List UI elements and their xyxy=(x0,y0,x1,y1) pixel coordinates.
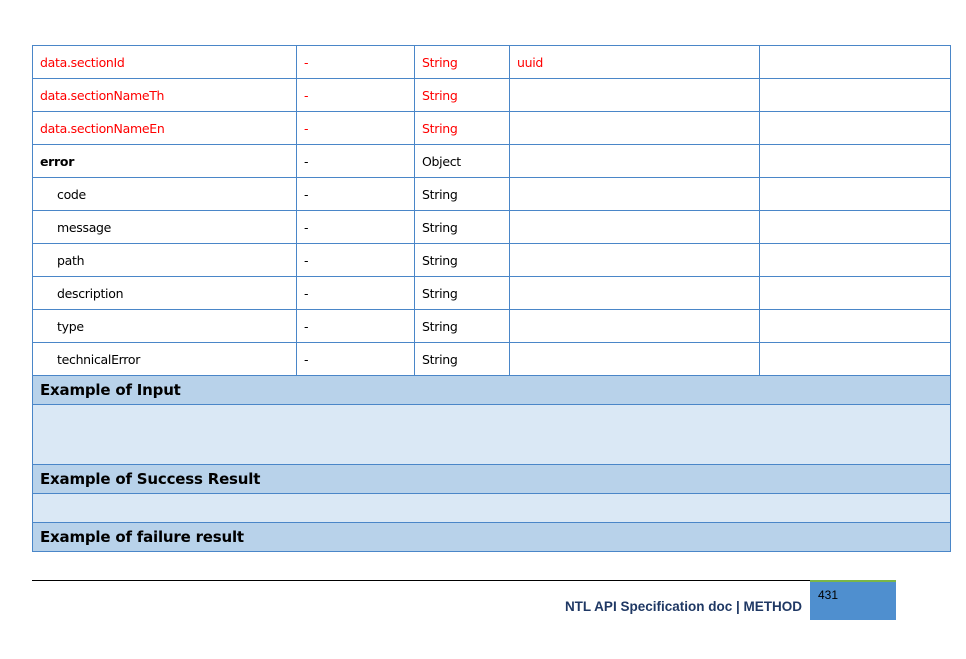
cell-type: Object xyxy=(414,144,510,178)
table-row: data.sectionId - String uuid xyxy=(32,45,951,79)
section-title: Example of Input xyxy=(32,375,951,405)
cell-field: description xyxy=(32,276,297,310)
cell-desc xyxy=(509,111,760,145)
cell-field: type xyxy=(32,309,297,343)
cell-type: String xyxy=(414,342,510,376)
cell-field: data.sectionId xyxy=(32,45,297,79)
cell-type: String xyxy=(414,45,510,79)
cell-req: - xyxy=(296,309,415,343)
cell-note xyxy=(759,342,951,376)
cell-type: String xyxy=(414,78,510,112)
cell-type: String xyxy=(414,210,510,244)
table-row: code - String xyxy=(32,177,951,211)
cell-req: - xyxy=(296,210,415,244)
cell-desc xyxy=(509,276,760,310)
section-header-success: Example of Success Result xyxy=(32,464,951,494)
table-row: data.sectionNameEn - String xyxy=(32,111,951,145)
cell-note xyxy=(759,45,951,79)
cell-field: error xyxy=(32,144,297,178)
cell-note xyxy=(759,276,951,310)
cell-type: String xyxy=(414,243,510,277)
cell-field: data.sectionNameEn xyxy=(32,111,297,145)
cell-req: - xyxy=(296,45,415,79)
cell-req: - xyxy=(296,342,415,376)
cell-note xyxy=(759,177,951,211)
cell-field: code xyxy=(32,177,297,211)
cell-note xyxy=(759,111,951,145)
footer-divider xyxy=(32,580,810,581)
cell-req: - xyxy=(296,78,415,112)
cell-req: - xyxy=(296,144,415,178)
cell-type: String xyxy=(414,309,510,343)
section-body-success xyxy=(32,493,951,523)
cell-req: - xyxy=(296,243,415,277)
table-row: type - String xyxy=(32,309,951,343)
cell-note xyxy=(759,78,951,112)
footer-title: NTL API Specification doc | METHOD xyxy=(564,599,802,614)
cell-desc xyxy=(509,78,760,112)
cell-field: message xyxy=(32,210,297,244)
cell-type: String xyxy=(414,177,510,211)
section-title: Example of failure result xyxy=(32,522,951,552)
cell-req: - xyxy=(296,177,415,211)
field-table: data.sectionId - String uuid data.sectionNam… xyxy=(32,45,951,552)
cell-field: data.sectionNameTh xyxy=(32,78,297,112)
cell-note xyxy=(759,243,951,277)
cell-field: path xyxy=(32,243,297,277)
page-number-box: 431 xyxy=(810,580,896,620)
cell-note xyxy=(759,309,951,343)
page-number: 431 xyxy=(818,588,839,602)
table-row: technicalError - String xyxy=(32,342,951,376)
table-row: description - String xyxy=(32,276,951,310)
cell-req: - xyxy=(296,276,415,310)
cell-note xyxy=(759,144,951,178)
section-header-input: Example of Input xyxy=(32,375,951,405)
cell-desc xyxy=(509,210,760,244)
cell-req: - xyxy=(296,111,415,145)
cell-note xyxy=(759,210,951,244)
cell-desc xyxy=(509,243,760,277)
cell-desc xyxy=(509,144,760,178)
section-body-input xyxy=(32,404,951,465)
section-title: Example of Success Result xyxy=(32,464,951,494)
table-row: path - String xyxy=(32,243,951,277)
cell-desc: uuid xyxy=(509,45,760,79)
table-row: message - String xyxy=(32,210,951,244)
table-row: data.sectionNameTh - String xyxy=(32,78,951,112)
cell-desc xyxy=(509,309,760,343)
cell-desc xyxy=(509,342,760,376)
section-header-failure: Example of failure result xyxy=(32,522,951,552)
cell-desc xyxy=(509,177,760,211)
cell-type: String xyxy=(414,276,510,310)
cell-type: String xyxy=(414,111,510,145)
cell-field: technicalError xyxy=(32,342,297,376)
table-row: error - Object xyxy=(32,144,951,178)
